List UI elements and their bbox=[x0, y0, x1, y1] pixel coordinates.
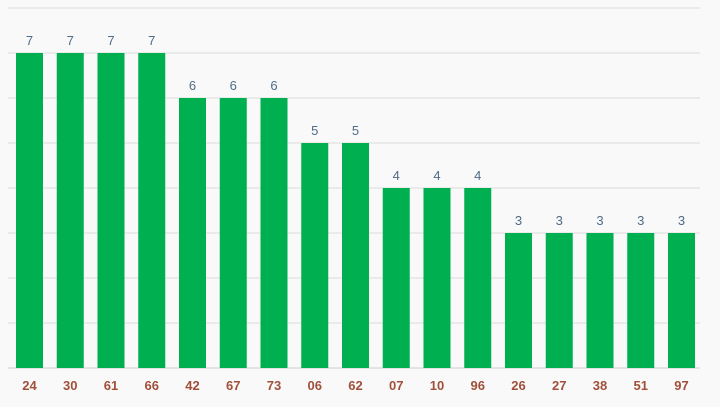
bar-10 bbox=[423, 188, 451, 368]
bar-07 bbox=[382, 188, 410, 368]
bar-06 bbox=[301, 143, 329, 368]
category-label-67: 67 bbox=[226, 378, 240, 393]
bar-27 bbox=[545, 233, 573, 368]
category-label-42: 42 bbox=[185, 378, 199, 393]
value-label-26: 3 bbox=[515, 213, 522, 228]
category-label-73: 73 bbox=[267, 378, 281, 393]
value-labels: 7 7 7 7 6 6 6 5 5 4 4 4 3 3 3 3 3 bbox=[26, 33, 685, 228]
category-label-24: 24 bbox=[22, 378, 37, 393]
value-label-62: 5 bbox=[352, 123, 359, 138]
category-label-61: 61 bbox=[104, 378, 118, 393]
value-label-42: 6 bbox=[189, 78, 196, 93]
category-label-27: 27 bbox=[552, 378, 566, 393]
category-labels: 24 30 61 66 42 67 73 06 62 07 10 96 26 27 38 51 97 bbox=[22, 378, 688, 393]
category-label-10: 10 bbox=[430, 378, 444, 393]
bar-97 bbox=[668, 233, 695, 368]
bar-38 bbox=[586, 233, 614, 368]
category-label-06: 06 bbox=[308, 378, 322, 393]
bars bbox=[16, 53, 695, 368]
value-label-10: 4 bbox=[433, 168, 440, 183]
bar-96 bbox=[464, 188, 492, 368]
bar-42 bbox=[179, 98, 206, 368]
value-label-27: 3 bbox=[556, 213, 563, 228]
category-label-07: 07 bbox=[389, 378, 403, 393]
bar-62 bbox=[342, 143, 369, 368]
category-label-30: 30 bbox=[63, 378, 77, 393]
bar-67 bbox=[219, 98, 247, 368]
value-label-66: 7 bbox=[148, 33, 155, 48]
value-label-24: 7 bbox=[26, 33, 33, 48]
value-label-06: 5 bbox=[311, 123, 318, 138]
value-label-73: 6 bbox=[270, 78, 277, 93]
value-label-38: 3 bbox=[596, 213, 603, 228]
value-label-07: 4 bbox=[393, 168, 400, 183]
category-label-96: 96 bbox=[471, 378, 485, 393]
category-label-38: 38 bbox=[593, 378, 607, 393]
category-label-97: 97 bbox=[674, 378, 688, 393]
category-label-62: 62 bbox=[348, 378, 362, 393]
category-label-66: 66 bbox=[145, 378, 159, 393]
value-label-51: 3 bbox=[637, 213, 644, 228]
bar-26 bbox=[505, 233, 532, 368]
value-label-97: 3 bbox=[678, 213, 685, 228]
value-label-61: 7 bbox=[107, 33, 114, 48]
bar-24 bbox=[16, 53, 43, 368]
bar-66 bbox=[138, 53, 166, 368]
value-label-30: 7 bbox=[67, 33, 74, 48]
value-label-67: 6 bbox=[230, 78, 237, 93]
bar-73 bbox=[260, 98, 288, 368]
bar-30 bbox=[56, 53, 84, 368]
category-label-26: 26 bbox=[511, 378, 525, 393]
bar-51 bbox=[627, 233, 655, 368]
category-label-51: 51 bbox=[634, 378, 648, 393]
value-label-96: 4 bbox=[474, 168, 481, 183]
bar-61 bbox=[97, 53, 125, 368]
